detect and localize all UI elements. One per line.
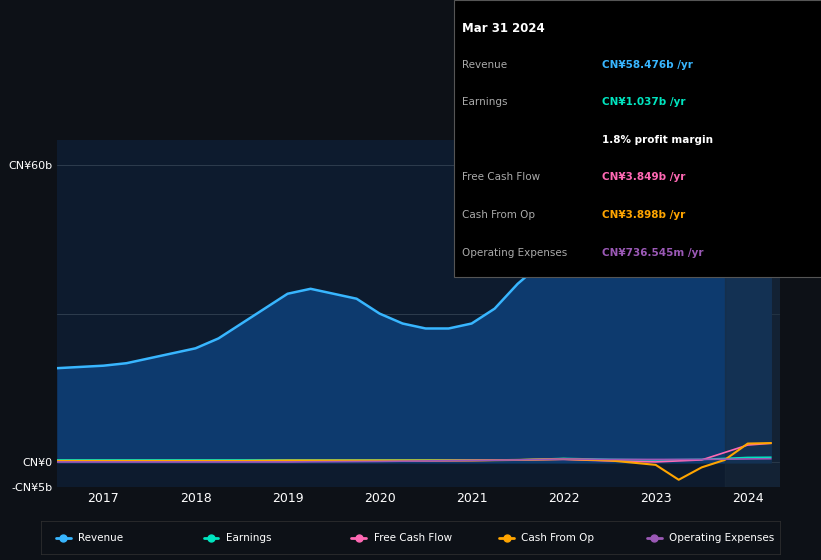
Text: Earnings: Earnings (462, 97, 507, 108)
Text: Free Cash Flow: Free Cash Flow (374, 533, 452, 543)
Text: Revenue: Revenue (78, 533, 123, 543)
Text: Earnings: Earnings (226, 533, 271, 543)
Text: CN¥3.898b /yr: CN¥3.898b /yr (602, 210, 685, 220)
Bar (725, 140, 780, 487)
Text: Free Cash Flow: Free Cash Flow (462, 172, 540, 183)
Text: Revenue: Revenue (462, 60, 507, 70)
Text: CN¥58.476b /yr: CN¥58.476b /yr (602, 60, 693, 70)
Text: Cash From Op: Cash From Op (462, 210, 535, 220)
Text: Cash From Op: Cash From Op (521, 533, 594, 543)
Text: Mar 31 2024: Mar 31 2024 (462, 22, 545, 35)
Text: Operating Expenses: Operating Expenses (669, 533, 774, 543)
Text: Operating Expenses: Operating Expenses (462, 248, 567, 258)
Text: 1.8% profit margin: 1.8% profit margin (602, 135, 713, 145)
Text: CN¥1.037b /yr: CN¥1.037b /yr (602, 97, 686, 108)
Text: CN¥3.849b /yr: CN¥3.849b /yr (602, 172, 686, 183)
Text: CN¥736.545m /yr: CN¥736.545m /yr (602, 248, 704, 258)
